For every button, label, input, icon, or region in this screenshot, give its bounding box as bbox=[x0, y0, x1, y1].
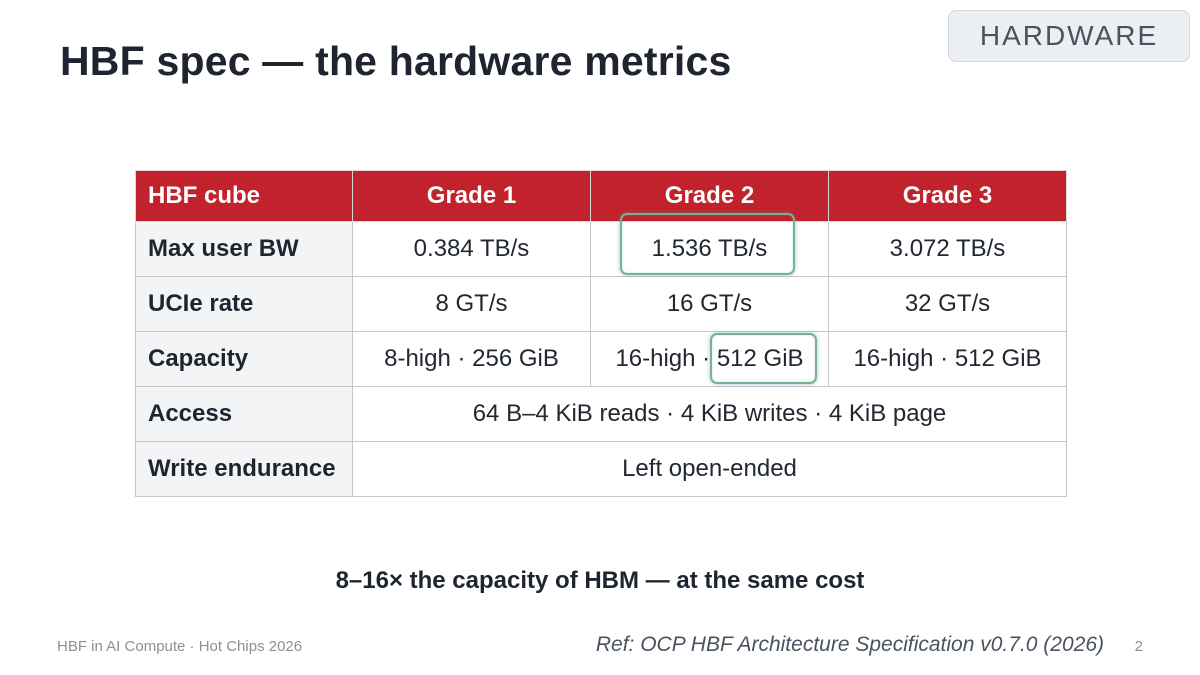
footer-text: HBF in AI Compute · Hot Chips 2026 bbox=[57, 638, 303, 655]
table-row: Max user BW 0.384 TB/s 1.536 TB/s 3.072 … bbox=[135, 221, 1067, 277]
table-row: UCIe rate 8 GT/s 16 GT/s 32 GT/s bbox=[135, 276, 1067, 332]
row-label: Max user BW bbox=[135, 221, 353, 277]
table-cell: 32 GT/s bbox=[828, 276, 1067, 332]
table-row: Write endurance Left open-ended bbox=[135, 441, 1067, 497]
table-cell: 8 GT/s bbox=[352, 276, 591, 332]
table-cell: 0.384 TB/s bbox=[352, 221, 591, 277]
table-cell: 8-high · 256 GiB bbox=[352, 331, 591, 387]
table-cell-merged: Left open-ended bbox=[352, 441, 1067, 497]
table-header-row: HBF cube Grade 1 Grade 2 Grade 3 bbox=[135, 170, 1067, 222]
reference-citation: Ref: OCP HBF Architecture Specification … bbox=[595, 633, 1104, 656]
table-cell-merged: 64 B–4 KiB reads · 4 KiB writes · 4 KiB … bbox=[352, 386, 1067, 442]
column-header: HBF cube bbox=[135, 170, 353, 222]
row-label: UCIe rate bbox=[135, 276, 353, 332]
column-header: Grade 3 bbox=[828, 170, 1067, 222]
page-number: 2 bbox=[1134, 638, 1143, 655]
slide-title: HBF spec — the hardware metrics bbox=[60, 38, 732, 84]
table-cell: 16-high · 512 GiB bbox=[828, 331, 1067, 387]
spec-table: HBF cube Grade 1 Grade 2 Grade 3 Max use… bbox=[135, 170, 1067, 497]
table-cell: 1.536 TB/s bbox=[590, 221, 829, 277]
table-row: Access 64 B–4 KiB reads · 4 KiB writes ·… bbox=[135, 386, 1067, 442]
table-cell: 16 GT/s bbox=[590, 276, 829, 332]
column-header: Grade 2 bbox=[590, 170, 829, 222]
column-header: Grade 1 bbox=[352, 170, 591, 222]
row-label: Write endurance bbox=[135, 441, 353, 497]
section-badge: HARDWARE bbox=[948, 10, 1190, 62]
takeaway-text: 8–16× the capacity of HBM — at the same … bbox=[335, 567, 865, 594]
table-cell: 16-high · 512 GiB bbox=[590, 331, 829, 387]
table-row: Capacity 8-high · 256 GiB 16-high · 512 … bbox=[135, 331, 1067, 387]
table-cell: 3.072 TB/s bbox=[828, 221, 1067, 277]
row-label: Capacity bbox=[135, 331, 353, 387]
row-label: Access bbox=[135, 386, 353, 442]
